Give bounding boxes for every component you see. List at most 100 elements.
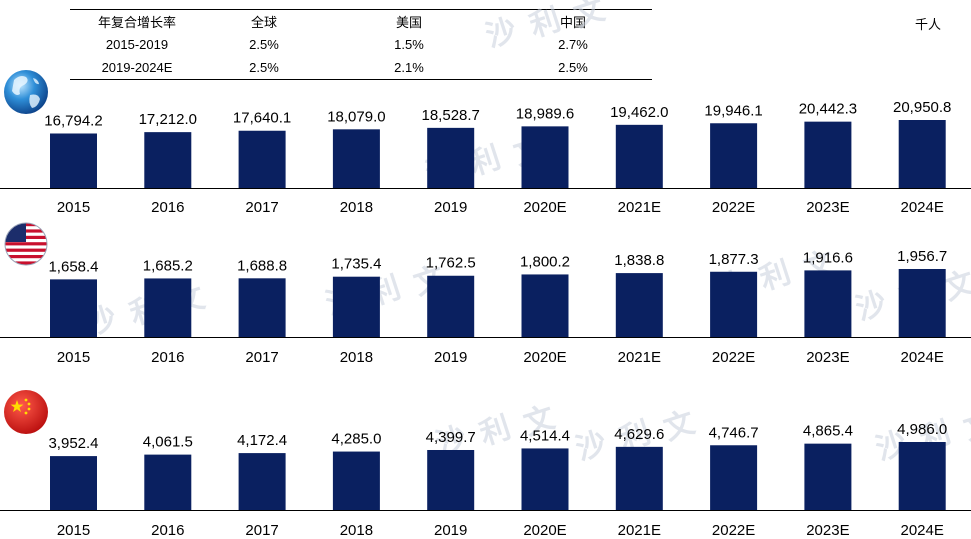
x-tick-label: 2016: [151, 522, 184, 539]
data-label: 1,762.5: [426, 255, 476, 272]
x-tick-label: 2016: [151, 349, 184, 366]
bar: [50, 456, 97, 510]
x-tick-label: 2022E: [712, 522, 755, 539]
x-tick-label: 2023E: [806, 522, 849, 539]
x-tick-label: 2021E: [618, 522, 661, 539]
bar: [615, 124, 663, 188]
bar: [898, 269, 946, 337]
data-label: 18,528.7: [422, 107, 480, 124]
cagr-header-china: 中国: [559, 15, 586, 30]
x-tick-label: 2021E: [618, 199, 661, 216]
bar: [238, 130, 286, 188]
globe-icon: [4, 70, 48, 114]
x-tick-label: 2019: [434, 522, 467, 539]
bar: [144, 278, 192, 337]
data-label: 1,800.2: [520, 253, 570, 270]
table-row: 2019-2024E 2.5% 2.1% 2.5%: [70, 56, 652, 80]
x-tick-label: 2016: [151, 199, 184, 216]
data-label: 20,950.8: [893, 99, 951, 116]
cagr-value-global: 2.5%: [249, 60, 279, 75]
cagr-header-global: 全球: [250, 15, 277, 30]
bar: [50, 279, 97, 337]
cagr-value-china: 2.7%: [558, 37, 588, 52]
data-label: 4,514.4: [520, 427, 570, 444]
bar: [804, 443, 852, 510]
bar: [898, 120, 946, 188]
x-tick-label: 2021E: [618, 349, 661, 366]
x-tick-label: 2024E: [901, 522, 944, 539]
x-tick-label: 2015: [57, 349, 90, 366]
cagr-header-us: 美国: [395, 15, 422, 30]
bar: [615, 273, 663, 337]
bar: [427, 275, 475, 337]
data-label: 20,442.3: [799, 101, 857, 118]
data-label: 1,685.2: [143, 257, 193, 274]
x-tick-label: 2018: [340, 349, 373, 366]
bar: [332, 276, 380, 337]
bar: [710, 123, 758, 188]
data-label: 19,462.0: [610, 104, 668, 121]
cagr-value-us: 2.1%: [394, 60, 424, 75]
x-tick-label: 2022E: [712, 349, 755, 366]
cagr-header-row: 年复合增长率 全球 美国 中国: [70, 9, 652, 34]
data-label: 4,285.0: [331, 431, 381, 448]
x-tick-label: 2019: [434, 199, 467, 216]
data-label: 17,212.0: [139, 111, 197, 128]
watermark-char: 沙: [572, 425, 611, 468]
bar: [427, 127, 475, 188]
watermark-char: 利: [756, 255, 795, 298]
watermark-char: 利: [526, 2, 565, 45]
bar: [50, 133, 97, 188]
bar: [521, 448, 569, 510]
data-label: 1,735.4: [331, 256, 381, 273]
cagr-period: 2015-2019: [105, 37, 169, 52]
bar-chart-3: 3,952.4 2015 4,061.5 2016 4,172.4 2017 4,285.0…: [0, 421, 971, 539]
bar: [710, 271, 758, 337]
bar: [804, 121, 852, 188]
x-tick-label: 2020E: [523, 522, 566, 539]
cagr-value-us: 1.5%: [394, 37, 424, 52]
x-tick-label: 2017: [245, 199, 278, 216]
watermark-char: 沙: [482, 12, 521, 55]
bar: [332, 451, 380, 510]
data-label: 19,946.1: [704, 102, 762, 119]
x-tick-label: 2024E: [901, 349, 944, 366]
data-label: 17,640.1: [233, 110, 291, 127]
unit-label: 千人: [915, 17, 942, 32]
watermark-char: 利: [476, 410, 515, 453]
china-flag-icon: [4, 390, 48, 434]
bar-chart-2: 1,658.4 2015 1,685.2 2016 1,688.8 2017 1,735.4…: [0, 248, 971, 366]
bar: [521, 126, 569, 188]
x-tick-label: 2015: [57, 522, 90, 539]
data-label: 4,629.6: [614, 426, 664, 443]
data-label: 4,061.5: [143, 434, 193, 451]
x-tick-label: 2017: [245, 349, 278, 366]
watermark-char: 沙: [852, 285, 891, 328]
data-label: 16,794.2: [44, 112, 102, 129]
data-label: 18,989.6: [516, 105, 574, 122]
cagr-period: 2019-2024E: [101, 60, 173, 75]
bar-chart-1: 16,794.2 2015 17,212.0 2016 17,640.1 2017 18,0…: [0, 99, 971, 216]
bar: [615, 446, 663, 510]
x-tick-label: 2018: [340, 522, 373, 539]
data-label: 4,865.4: [803, 423, 853, 440]
bar: [332, 129, 380, 188]
data-label: 18,079.0: [327, 108, 385, 125]
bar: [898, 442, 946, 510]
x-tick-label: 2018: [340, 199, 373, 216]
data-label: 4,746.7: [709, 424, 759, 441]
x-tick-label: 2022E: [712, 199, 755, 216]
x-tick-label: 2023E: [806, 349, 849, 366]
cagr-table: 年复合增长率 全球 美国 中国 2015-2019 2.5% 1.5% 2.7%…: [70, 9, 652, 80]
bar: [710, 445, 758, 510]
cagr-header-label: 年复合增长率: [97, 15, 176, 30]
cagr-value-global: 2.5%: [249, 37, 279, 52]
x-tick-label: 2024E: [901, 199, 944, 216]
data-label: 1,838.8: [614, 252, 664, 269]
data-label: 1,658.4: [48, 258, 98, 275]
bar: [804, 270, 852, 337]
watermark-group: 沙利文沙利文沙利文沙利文沙利文沙利文沙利文沙利文沙利文: [82, 0, 971, 468]
x-tick-label: 2020E: [523, 349, 566, 366]
table-row: 2015-2019 2.5% 1.5% 2.7%: [70, 33, 652, 56]
